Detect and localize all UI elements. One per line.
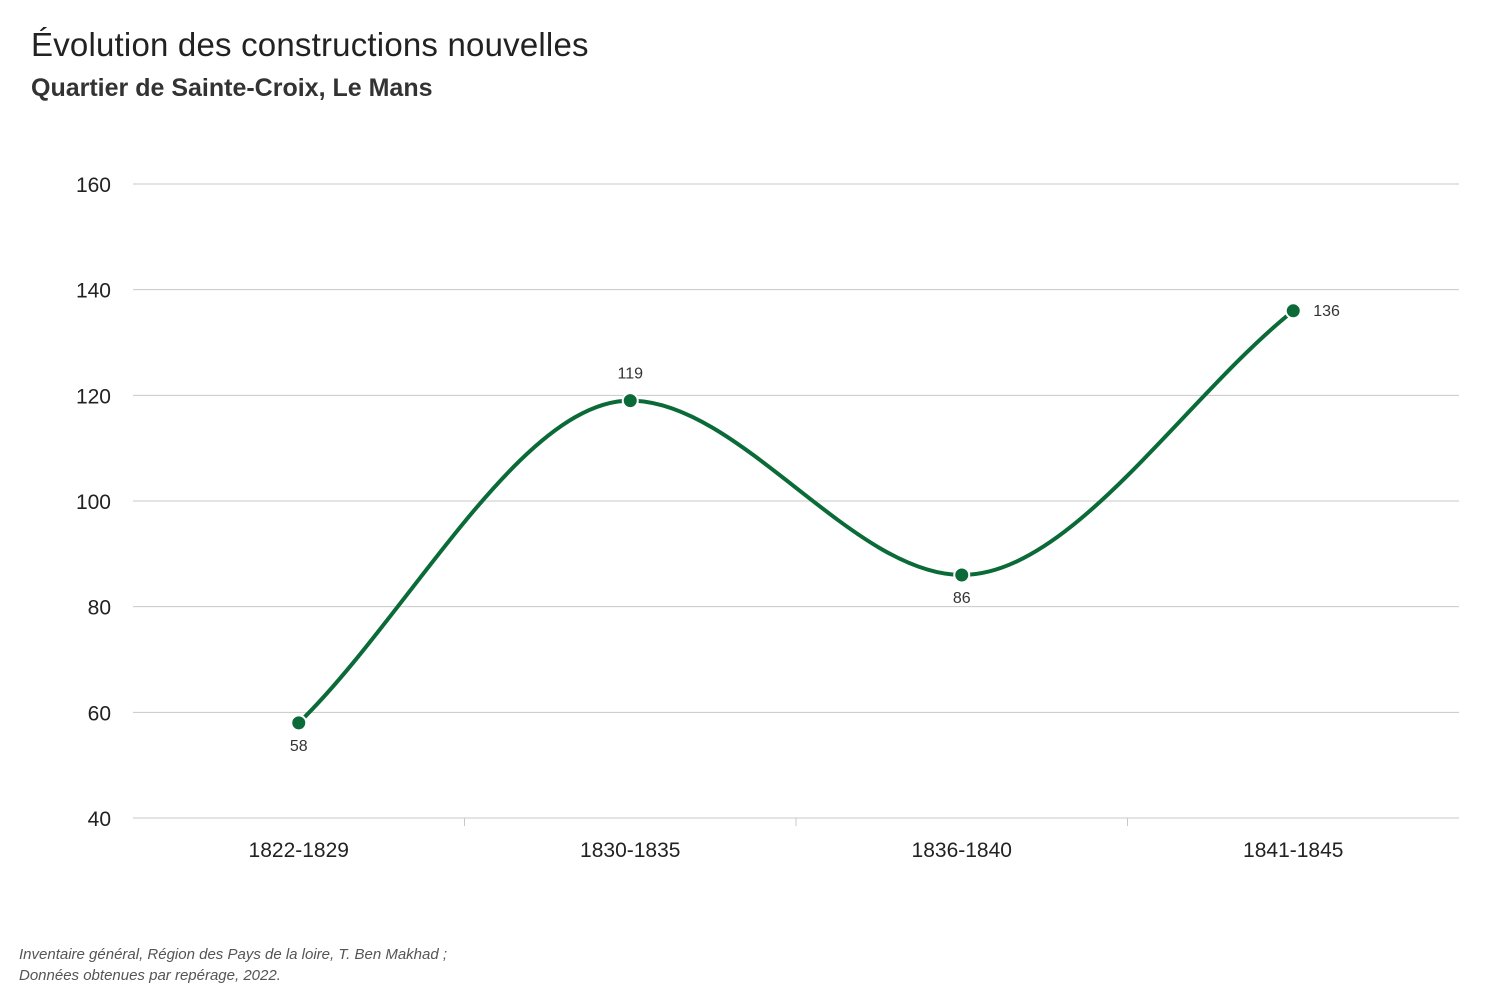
chart-subtitle: Quartier de Sainte-Croix, Le Mans [31,74,433,102]
data-label: 136 [1313,303,1340,320]
y-tick-label: 100 [76,491,111,514]
data-point [621,392,639,410]
series-line [296,308,1296,725]
y-tick-label: 80 [88,597,111,620]
y-tick-label: 160 [76,174,111,197]
data-labels: 58 119 86 136 [290,303,1340,755]
data-point [1284,302,1302,320]
y-tick-label: 40 [88,808,111,831]
data-point [290,714,308,732]
x-tick-label: 1830-1835 [580,839,680,862]
data-label: 119 [617,366,643,383]
gridlines [133,183,1459,819]
y-tick-label: 60 [88,702,111,725]
source-line-2: Données obtenues par repérage, 2022. [19,967,281,984]
series [290,302,1302,732]
axes: 40 60 80 100 120 140 160 1822-1829 1830-1835 1836… [76,174,1344,862]
x-tick-label: 1836-1840 [912,839,1012,862]
data-point [953,566,971,584]
y-tick-label: 120 [76,385,111,408]
chart-title: Évolution des constructions nouvelles [31,26,589,63]
source-line-1: Inventaire général, Région des Pays de l… [19,946,448,963]
y-tick-label: 140 [76,280,111,303]
x-tick-label: 1822-1829 [249,839,349,862]
data-label: 58 [290,738,308,755]
source-note: Inventaire général, Région des Pays de l… [19,944,447,986]
data-label: 86 [953,590,971,607]
x-tick-label: 1841-1845 [1243,839,1343,862]
